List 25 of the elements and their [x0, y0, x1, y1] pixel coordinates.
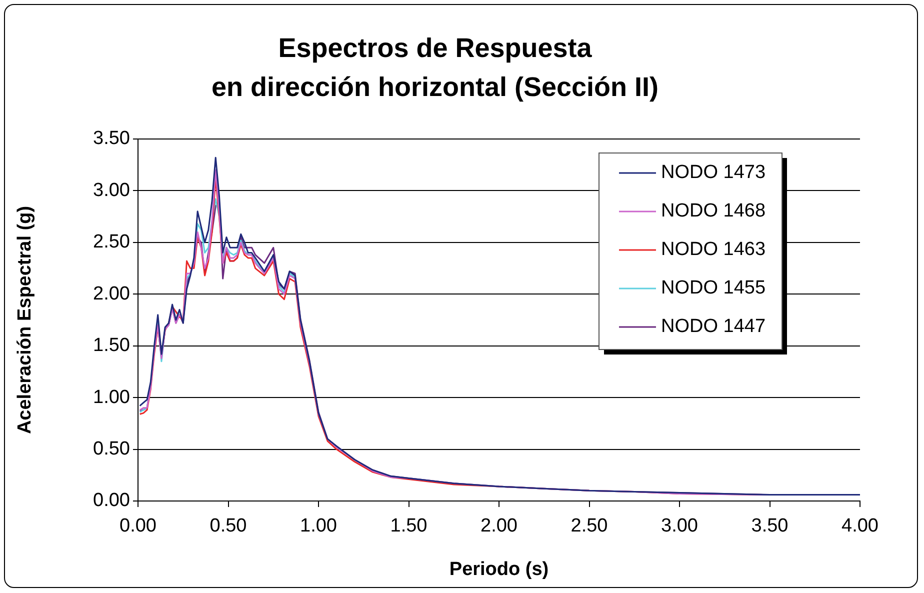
y-tick-label: 1.50 [93, 335, 130, 356]
y-tick-label: 2.50 [93, 232, 130, 253]
x-tick-label: 2.00 [480, 516, 518, 537]
y-tick-label: 3.50 [93, 128, 130, 150]
legend-label: NODO 1455 [661, 278, 766, 299]
x-tick-label: 1.50 [390, 516, 428, 537]
y-tick-label: 0.50 [93, 438, 130, 460]
x-tick-label: 3.50 [751, 516, 788, 537]
x-tick-label: 0.50 [210, 516, 247, 537]
x-tick-label: 0.00 [120, 516, 156, 537]
x-tick-label: 2.50 [570, 516, 608, 537]
x-tick-label: 1.00 [300, 516, 337, 537]
y-tick-label: 1.00 [93, 386, 130, 408]
legend-label: NODO 1463 [661, 239, 766, 260]
chart-title: Espectros de Respuesta en dirección horizontal (Sección II) [211, 33, 659, 102]
x-tick-label: 4.00 [842, 516, 878, 537]
y-tick-label: 0.00 [93, 490, 130, 512]
x-axis-title: Periodo (s) [449, 558, 549, 580]
legend-label: NODO 1468 [661, 200, 766, 222]
legend-label: NODO 1447 [661, 316, 766, 338]
y-tick-label: 2.00 [93, 283, 130, 304]
legend-label: NODO 1473 [661, 162, 766, 184]
x-tick-label: 3.00 [661, 516, 698, 537]
y-tick-label: 3.00 [93, 180, 130, 201]
y-axis-title: Aceleración Espectral (g) [14, 206, 36, 434]
